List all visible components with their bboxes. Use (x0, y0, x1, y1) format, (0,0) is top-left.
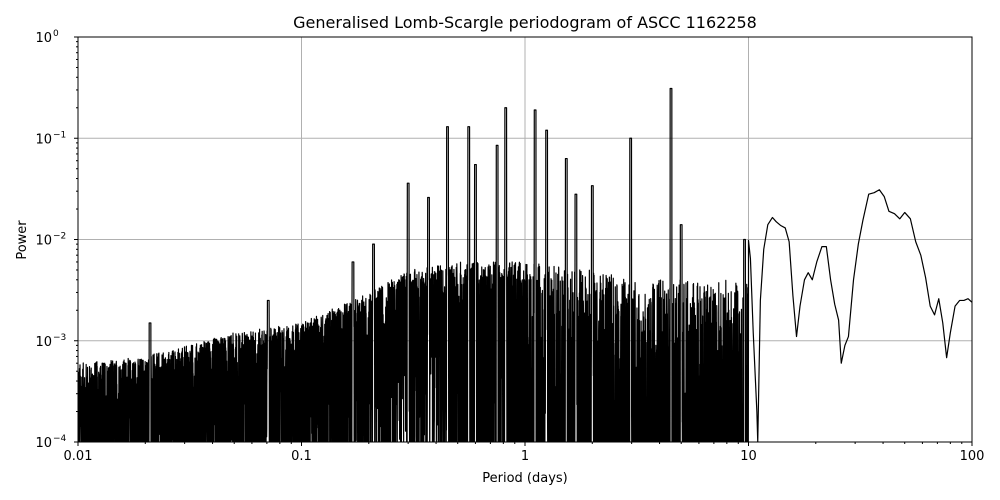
x-tick-label: 0.1 (291, 449, 312, 464)
x-axis-ticks: 0.01 0.1 1 10 100 (64, 442, 985, 464)
y-tick-exponent: −3 (53, 333, 66, 343)
x-tick-label: 1 (521, 449, 529, 464)
x-axis-label: Period (days) (482, 471, 568, 486)
y-tick-label: 10 (35, 234, 52, 249)
x-tick-label: 0.01 (64, 449, 93, 464)
y-tick-exponent: −1 (53, 130, 66, 140)
y-tick-label: 10 (35, 436, 52, 451)
y-tick-exponent: 0 (53, 29, 59, 39)
periodogram-curve (78, 87, 972, 442)
y-axis-label: Power (15, 220, 30, 260)
chart-title: Generalised Lomb-Scargle periodogram of … (293, 13, 757, 32)
y-tick-label: 10 (35, 132, 52, 147)
x-tick-label: 100 (960, 449, 985, 464)
y-tick-exponent: −2 (53, 232, 66, 242)
y-tick-exponent: −4 (53, 434, 67, 444)
x-tick-label: 10 (740, 449, 757, 464)
y-tick-label: 10 (35, 335, 52, 350)
y-tick-label: 10 (35, 31, 52, 46)
